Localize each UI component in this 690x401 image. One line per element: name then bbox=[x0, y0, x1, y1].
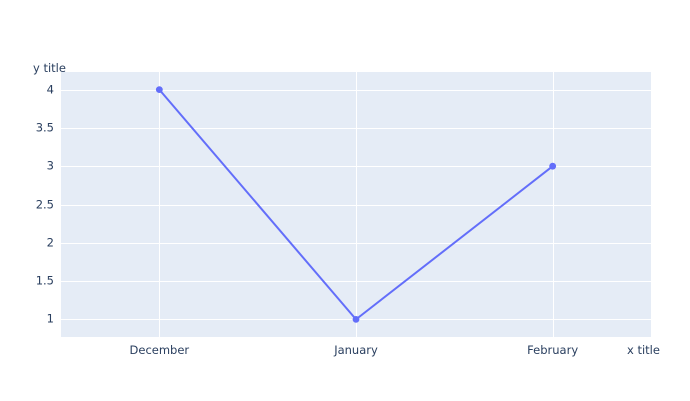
data-series-line bbox=[155, 86, 557, 323]
y-axis-tick-label: 1.5 bbox=[35, 273, 54, 288]
data-point-marker[interactable] bbox=[155, 86, 163, 94]
gridline-horizontal bbox=[61, 205, 651, 206]
x-axis-title: x title bbox=[627, 343, 660, 357]
gridline-horizontal bbox=[61, 128, 651, 129]
plot-area bbox=[61, 72, 651, 337]
x-axis-tick-label: February bbox=[527, 343, 579, 357]
x-axis-tick-label: January bbox=[334, 343, 378, 357]
gridline-vertical bbox=[159, 72, 160, 337]
gridline-horizontal bbox=[61, 166, 651, 167]
y-axis-tick-label: 4 bbox=[46, 81, 54, 96]
y-axis-tick-label: 2.5 bbox=[35, 196, 54, 211]
y-axis-tick-label: 2 bbox=[46, 235, 54, 250]
x-axis-tick-label: December bbox=[129, 343, 190, 357]
y-axis-tick-labels: 1 1.5 2 2.5 3 3.5 4 bbox=[0, 72, 54, 337]
series-markers bbox=[155, 86, 557, 323]
y-axis-title: y title bbox=[33, 61, 66, 75]
gridline-vertical bbox=[553, 72, 554, 337]
y-axis-tick-label: 3 bbox=[46, 158, 54, 173]
gridline-horizontal bbox=[61, 281, 651, 282]
data-point-marker[interactable] bbox=[549, 162, 557, 170]
gridline-horizontal bbox=[61, 243, 651, 244]
gridline-vertical bbox=[356, 72, 357, 337]
gridline-horizontal bbox=[61, 90, 651, 91]
y-axis-tick-label: 1 bbox=[46, 311, 54, 326]
series-polyline bbox=[158, 88, 554, 321]
data-point-marker[interactable] bbox=[352, 315, 360, 323]
y-axis-tick-label: 3.5 bbox=[35, 120, 54, 135]
x-axis-tick-labels: December January February bbox=[61, 343, 651, 361]
